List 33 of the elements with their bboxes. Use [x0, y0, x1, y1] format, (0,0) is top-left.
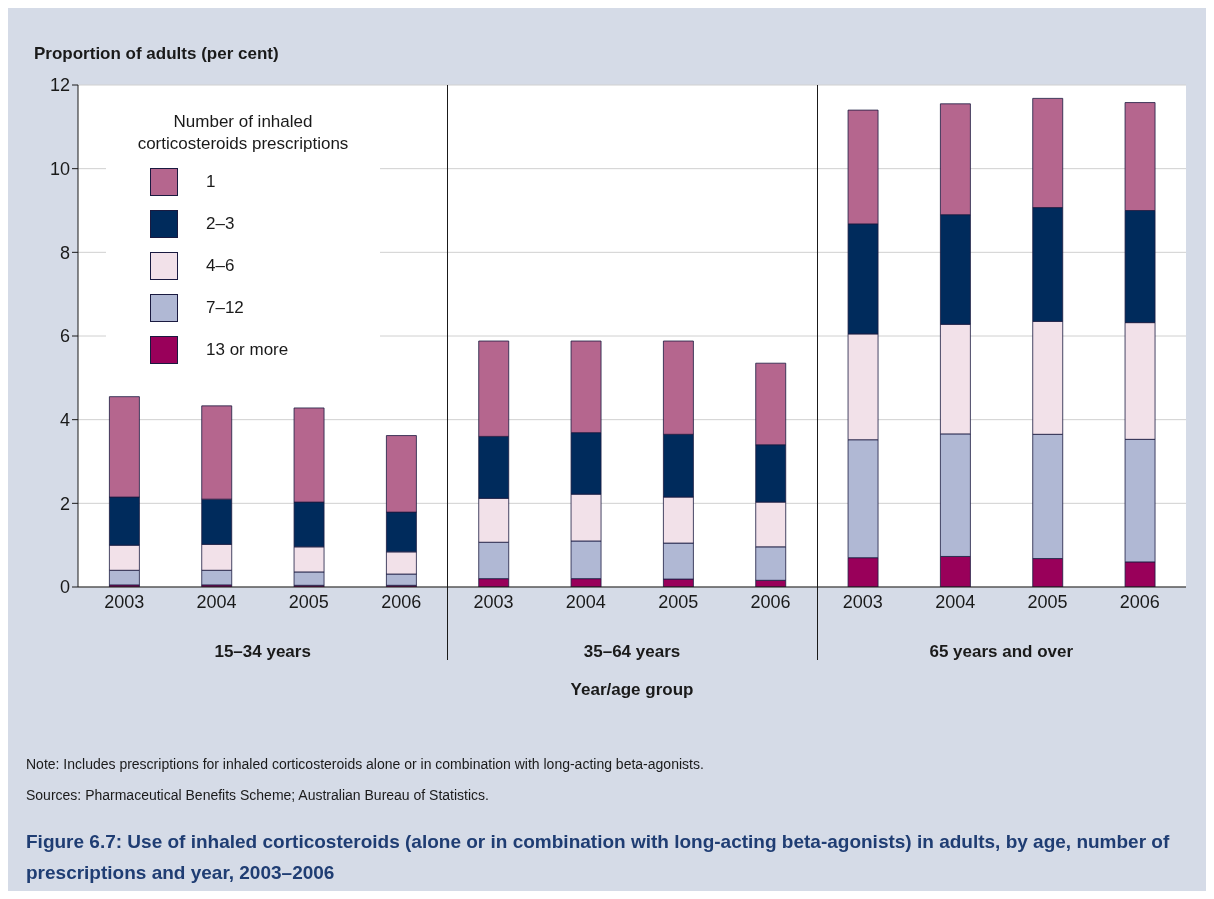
- source-note: Sources: Pharmaceutical Benefits Scheme; Australian Bureau of Statistics.: [26, 787, 490, 803]
- legend-label: 4–6: [206, 256, 235, 276]
- x-tick-label: 2003: [104, 591, 145, 612]
- legend-label: 1: [206, 172, 216, 192]
- x-tick-label: 2006: [750, 591, 791, 612]
- text: 15–34 years: [213, 642, 312, 662]
- x-tick-label: 2005: [288, 591, 329, 612]
- text: 35–64 years: [582, 642, 682, 662]
- text: Note: Includes prescriptions for inhaled corticosteroids alone or in combination with long-acting beta-agonists.: [26, 756, 704, 772]
- x-tick-label: 2004: [196, 591, 237, 612]
- y-tick-label: 4: [59, 410, 70, 431]
- x-tick-label: 2005: [658, 591, 699, 612]
- legend-label: 2–3: [206, 214, 235, 234]
- legend-title: Number of inhaled corticosteroids prescriptions: [136, 111, 350, 155]
- legend-label: 13 or more: [206, 340, 289, 360]
- x-tick-label: 2003: [473, 591, 514, 612]
- y-tick-label: 0: [59, 577, 70, 598]
- y-tick-label: 2: [59, 493, 70, 514]
- y-axis-title: Proportion of adults (per cent): [34, 44, 279, 64]
- x-tick-label: 2005: [1027, 591, 1068, 612]
- y-tick-label: 12: [49, 75, 70, 96]
- text: Figure 6.7: Use of inhaled corticosteroids (alone or in combination with long-acting beta-agonists) in adults, by age, number of prescriptions and year, 2003–2006: [26, 830, 1171, 885]
- x-tick-label: 2006: [1119, 591, 1160, 612]
- x-axis-title: Year/age group: [569, 680, 695, 700]
- y-tick-label: 6: [59, 326, 70, 347]
- text: 65 years and over: [928, 642, 1075, 662]
- x-tick-label: 2006: [381, 591, 422, 612]
- x-tick-label: 2004: [565, 591, 606, 612]
- y-tick-label: 8: [59, 242, 70, 263]
- x-tick-label: 2003: [842, 591, 883, 612]
- x-tick-label: 2004: [935, 591, 976, 612]
- y-tick-label: 10: [49, 159, 70, 180]
- legend-label: 7–12: [206, 298, 244, 318]
